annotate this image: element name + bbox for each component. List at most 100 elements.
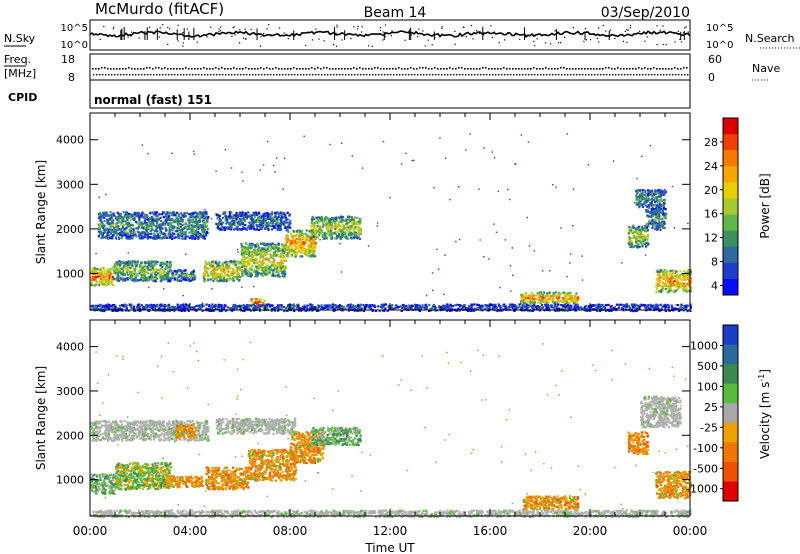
echo-pixel [225, 278, 228, 281]
echo-pixel [153, 234, 156, 238]
echo-pixel [225, 222, 228, 225]
echo-pixel [209, 278, 212, 281]
noise-echo-dot [569, 262, 571, 264]
echo-pixel [245, 270, 249, 273]
echo-pixel [195, 218, 198, 221]
echo-pixel [527, 296, 530, 299]
frequency-point [527, 68, 529, 70]
echo-pixel [106, 268, 109, 271]
echo-pixel [104, 280, 108, 283]
echo-pixel [636, 191, 639, 194]
frequency-point [101, 67, 103, 69]
echo-pixel [657, 214, 660, 218]
echo-pixel [204, 280, 207, 283]
echo-pixel [274, 211, 277, 214]
echo-pixel [281, 243, 284, 246]
echo-pixel [179, 225, 182, 228]
echo-pixel [308, 236, 311, 239]
noise-echo-dot [491, 151, 493, 153]
echo-pixel [267, 259, 270, 262]
nave-point [342, 74, 344, 76]
frequency-point [503, 67, 505, 69]
echo-pixel [173, 225, 176, 228]
noise-search-dot [391, 30, 393, 32]
echo-pixel [157, 272, 160, 275]
echo-pixel [575, 292, 578, 295]
noise-echo-dot [236, 248, 239, 251]
nave-point [531, 74, 533, 76]
echo-pixel [223, 212, 226, 215]
echo-pixel [651, 211, 654, 215]
echo-pixel [272, 257, 275, 260]
echo-pixel [136, 274, 139, 277]
noise-search-dot [218, 31, 220, 33]
echo-pixel [99, 224, 102, 227]
echo-pixel [242, 273, 245, 276]
echo-pixel [332, 232, 335, 235]
echo-pixel [650, 209, 653, 213]
echo-pixel [638, 200, 641, 203]
echo-pixel [265, 257, 268, 260]
echo-pixel [553, 302, 556, 305]
noise-search-dot [644, 40, 646, 42]
echo-pixel [659, 228, 662, 231]
echo-pixel [188, 225, 191, 228]
echo-pixel [214, 276, 217, 279]
echo-pixel [664, 287, 667, 291]
noise-echo-dot [509, 198, 511, 201]
echo-pixel [161, 223, 164, 226]
nave-point [126, 74, 128, 76]
echo-pixel [646, 205, 649, 208]
echo-pixel [652, 210, 655, 214]
echo-pixel [270, 224, 273, 227]
echo-pixel [672, 271, 676, 274]
noise-search-dot [536, 38, 538, 40]
echo-pixel [205, 234, 208, 237]
echo-pixel [311, 254, 314, 257]
echo-pixel [238, 228, 242, 231]
echo-pixel [656, 225, 659, 228]
frequency-point [374, 67, 376, 69]
noise-search-dot [318, 38, 320, 40]
echo-pixel [243, 252, 246, 255]
echo-pixel [192, 269, 195, 272]
nave-point [93, 74, 95, 76]
echo-pixel [90, 283, 93, 287]
frequency-point [356, 68, 358, 70]
noise-echo-dot [266, 140, 269, 143]
echo-pixel [97, 227, 101, 231]
echo-pixel [276, 262, 279, 265]
noise-echo-dot [163, 288, 165, 290]
echo-pixel [259, 223, 262, 226]
echo-region [627, 224, 650, 249]
nave-point [684, 74, 686, 76]
echo-pixel [176, 223, 179, 226]
echo-pixel [102, 211, 105, 214]
echo-pixel [668, 273, 672, 276]
echo-pixel [128, 216, 131, 219]
frequency-point [206, 68, 208, 70]
noise-echo-dot [458, 238, 461, 241]
echo-pixel [641, 188, 644, 192]
nave-point [165, 74, 167, 76]
echo-pixel [102, 231, 105, 235]
echo-pixel [324, 218, 327, 221]
echo-pixel [311, 219, 314, 222]
nave-point [552, 74, 554, 76]
echo-pixel [214, 261, 217, 264]
echo-pixel [669, 269, 673, 272]
echo-pixel [193, 277, 196, 280]
echo-pixel [232, 214, 235, 217]
echo-pixel [193, 216, 196, 219]
echo-pixel [658, 207, 661, 211]
echo-pixel [637, 229, 640, 232]
echo-pixel [176, 230, 179, 233]
echo-pixel [633, 236, 636, 239]
echo-pixel [151, 266, 154, 270]
echo-pixel [359, 231, 362, 234]
echo-pixel [106, 222, 109, 225]
frequency-point [617, 67, 619, 69]
echo-pixel [245, 271, 248, 274]
echo-pixel [348, 233, 351, 236]
frequency-point [350, 68, 352, 70]
